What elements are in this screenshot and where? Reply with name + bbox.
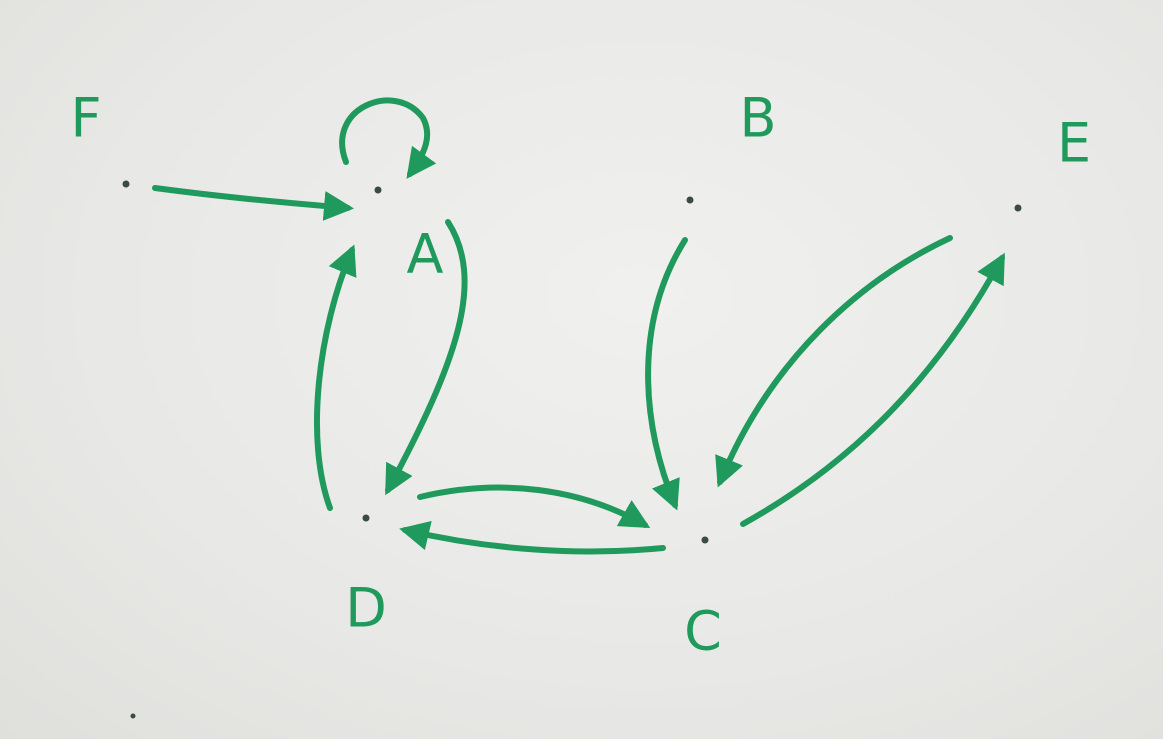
- edge-d-to-a: [313, 244, 357, 511]
- edge-d-to-c: [417, 484, 651, 528]
- node-dot-b: [686, 196, 694, 204]
- node-label-b: B: [739, 87, 776, 150]
- node-dot-e: [1014, 204, 1022, 212]
- node-label-c: C: [684, 600, 722, 663]
- edge-f-to-a: [152, 185, 354, 221]
- edge-b-to-c: [645, 237, 688, 511]
- node-label-e: E: [1057, 112, 1091, 175]
- node-dot-d: [362, 514, 370, 522]
- edge-c-to-e: [740, 252, 1005, 527]
- node-dot-f: [122, 180, 130, 188]
- edge-a-to-d: [385, 219, 468, 496]
- node-dot-c: [701, 536, 709, 544]
- node-label-f: F: [70, 87, 101, 150]
- node-label-a: A: [407, 223, 444, 286]
- edge-a-to-a: [339, 97, 437, 179]
- edge-c-to-d: [399, 520, 666, 555]
- stray-dot: [130, 713, 136, 719]
- edge-e-to-c: [715, 235, 953, 488]
- node-dot-a: [374, 186, 382, 194]
- node-label-d: D: [345, 577, 387, 640]
